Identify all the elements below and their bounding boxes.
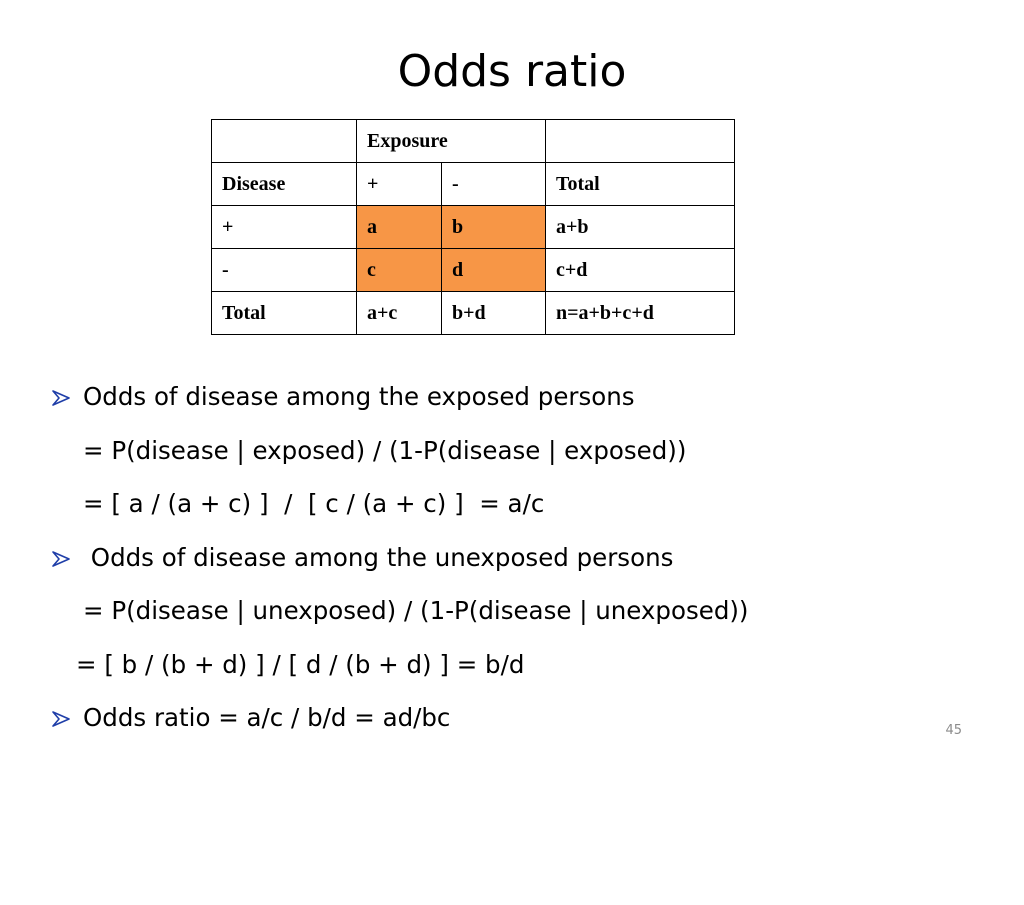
slide-number: 45 — [945, 723, 962, 738]
table-cell: Total — [545, 162, 735, 206]
table-row: Exposure — [211, 119, 735, 163]
table-cell: a+b — [545, 205, 735, 249]
bullet-list: Odds of disease among the exposed person… — [52, 370, 992, 745]
table-cell: - — [441, 162, 546, 206]
arrowhead-bullet-icon — [52, 390, 70, 406]
arrowhead-bullet-icon — [52, 550, 70, 567]
contingency-table: Exposure Disease + - Total + a b a+b - c… — [211, 119, 735, 335]
table-cell — [211, 119, 357, 163]
table-cell: + — [356, 162, 442, 206]
table-cell-highlighted: a — [356, 205, 442, 249]
table-cell-highlighted: c — [356, 248, 442, 292]
table-cell-highlighted: b — [441, 205, 546, 249]
table-row: Disease + - Total — [211, 162, 735, 206]
table-row: Total a+c b+d n=a+b+c+d — [211, 291, 735, 335]
formula-text: = [ a / (a + c) ] / [ c / (a + c) ] = a/… — [83, 489, 545, 518]
table-cell: Total — [211, 291, 357, 335]
bullet-continuation: = [ a / (a + c) ] / [ c / (a + c) ] = a/… — [52, 477, 992, 531]
table-cell: c+d — [545, 248, 735, 292]
bullet-continuation: = P(disease | exposed) / (1-P(disease | … — [52, 424, 992, 478]
bullet-text: Odds ratio = a/c / b/d = ad/bc — [83, 703, 451, 732]
bullet-text: Odds of disease among the exposed person… — [83, 382, 635, 411]
formula-text: = [ b / (b + d) ] / [ d / (b + d) ] = b/… — [76, 649, 525, 679]
bullet-text: Odds of disease among the unexposed pers… — [83, 542, 674, 572]
bullet-continuation: = P(disease | unexposed) / (1-P(disease … — [52, 584, 992, 638]
arrowhead-bullet-icon — [52, 711, 70, 727]
bullet-item: Odds of disease among the unexposed pers… — [52, 531, 992, 585]
bullet-item: Odds ratio = a/c / b/d = ad/bc — [52, 691, 992, 745]
table-header-exposure: Exposure — [356, 119, 546, 163]
table-cell: Disease — [211, 162, 357, 206]
table-cell-highlighted: d — [441, 248, 546, 292]
table-cell: - — [211, 248, 357, 292]
formula-text: = P(disease | exposed) / (1-P(disease | … — [83, 435, 687, 465]
table-cell: b+d — [441, 291, 546, 335]
table-cell: + — [211, 205, 357, 249]
table-cell: n=a+b+c+d — [545, 291, 735, 335]
table-row: - c d c+d — [211, 248, 735, 292]
bullet-item: Odds of disease among the exposed person… — [52, 370, 992, 424]
slide-title: Odds ratio — [397, 46, 627, 97]
bullet-continuation: = [ b / (b + d) ] / [ d / (b + d) ] = b/… — [52, 638, 992, 692]
table-cell: a+c — [356, 291, 442, 335]
formula-text: = P(disease | unexposed) / (1-P(disease … — [83, 596, 749, 625]
table-cell — [545, 119, 735, 163]
table-row: + a b a+b — [211, 205, 735, 249]
